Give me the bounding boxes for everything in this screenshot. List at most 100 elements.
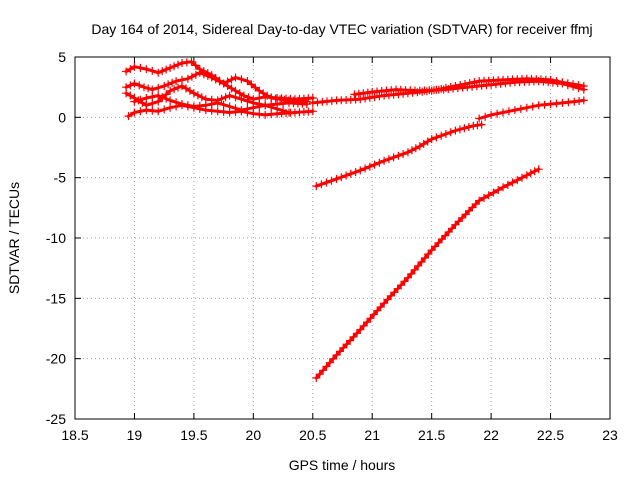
chart-title: Day 164 of 2014, Sidereal Day-to-day VTE… — [91, 21, 592, 37]
data-point — [477, 120, 486, 129]
data-point — [174, 60, 182, 69]
data-point — [383, 295, 392, 304]
data-point — [166, 103, 175, 112]
data-point — [494, 186, 503, 194]
data-point — [574, 84, 583, 93]
data-point — [455, 125, 464, 134]
data-point — [217, 94, 226, 103]
data-point — [227, 75, 236, 84]
data-point — [213, 98, 222, 107]
data-point — [148, 85, 157, 94]
data-point — [322, 178, 331, 187]
data-point — [142, 94, 151, 102]
y-tick-label: -10 — [46, 230, 66, 246]
data-point — [219, 79, 228, 88]
data-point — [390, 288, 399, 297]
data-point — [166, 96, 175, 105]
data-point — [448, 224, 456, 233]
data-point — [327, 176, 336, 185]
data-point — [144, 84, 153, 93]
data-point — [215, 77, 224, 86]
data-point — [195, 68, 204, 77]
data-point — [126, 91, 135, 100]
data-point — [337, 173, 346, 182]
data-point — [162, 65, 171, 74]
data-point — [530, 167, 539, 176]
data-point — [312, 182, 321, 191]
data-point — [322, 362, 331, 371]
data-point — [191, 61, 200, 70]
data-point — [187, 72, 196, 81]
data-point — [414, 261, 423, 270]
data-point — [342, 340, 351, 349]
data-point — [444, 228, 453, 236]
data-point — [420, 254, 429, 262]
data-point — [369, 310, 378, 319]
data-point — [427, 246, 436, 255]
data-point — [469, 121, 478, 130]
data-point — [243, 77, 252, 86]
data-point — [302, 100, 311, 109]
data-point — [446, 128, 455, 137]
data-point — [437, 131, 446, 140]
data-point — [126, 81, 135, 90]
data-point — [136, 107, 145, 116]
data-point — [148, 92, 157, 101]
data-point — [130, 108, 139, 117]
series-arc-7 — [350, 77, 588, 99]
data-point — [516, 104, 525, 113]
data-point — [261, 101, 270, 110]
data-point — [172, 98, 181, 107]
data-point — [221, 93, 230, 102]
data-point — [148, 99, 157, 108]
data-point — [451, 220, 460, 229]
y-tick-label: 5 — [58, 49, 66, 65]
data-point — [211, 75, 220, 84]
data-point — [154, 68, 163, 77]
data-point — [393, 284, 402, 293]
data-markers — [122, 57, 588, 382]
data-point — [168, 78, 177, 87]
data-point — [267, 110, 276, 119]
data-point — [351, 168, 360, 177]
data-point — [424, 250, 433, 258]
data-point — [480, 193, 488, 202]
data-point — [434, 238, 443, 247]
data-point — [451, 126, 460, 135]
data-point — [499, 108, 507, 117]
data-point — [437, 235, 446, 244]
data-point — [464, 123, 473, 131]
data-point — [207, 100, 216, 109]
data-point — [403, 273, 412, 282]
y-axis-label: SDTVAR / TECUs — [6, 182, 22, 294]
data-point — [191, 70, 200, 79]
data-point — [174, 83, 182, 92]
data-point — [315, 370, 324, 379]
data-point — [373, 306, 382, 315]
data-point — [154, 91, 163, 100]
data-point — [130, 62, 139, 71]
data-point — [370, 160, 379, 169]
x-tick-label: 23 — [602, 427, 618, 443]
data-point — [325, 358, 334, 367]
data-point — [528, 102, 537, 111]
data-point — [563, 81, 572, 90]
data-point — [342, 171, 351, 180]
data-point — [225, 102, 234, 111]
data-point — [183, 101, 192, 110]
y-tick-label: 0 — [58, 109, 66, 125]
data-point — [130, 79, 139, 88]
data-point — [579, 96, 588, 105]
data-point — [164, 80, 173, 89]
data-point — [441, 231, 450, 240]
data-point — [332, 174, 341, 183]
data-point — [225, 91, 234, 100]
data-point — [312, 374, 321, 382]
data-point — [370, 93, 379, 102]
data-point — [178, 100, 186, 109]
series-trace — [314, 167, 541, 380]
data-point — [273, 104, 282, 113]
x-tick-label: 20 — [246, 427, 262, 443]
data-point — [140, 83, 148, 92]
